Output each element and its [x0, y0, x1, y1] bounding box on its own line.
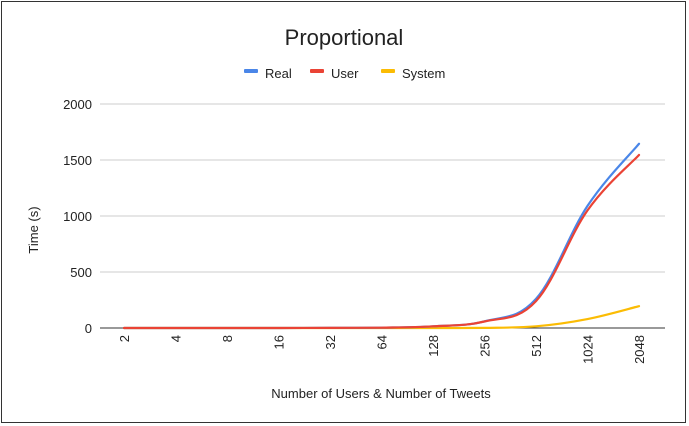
series-line-system [122, 305, 641, 330]
chart-title: Proportional [285, 25, 404, 50]
x-tick-label: 256 [478, 335, 493, 357]
x-axis-ticks: 2 4 8 16 32 64 128 256 512 1024 2048 [117, 335, 647, 364]
y-axis-ticks: 0 500 1000 1500 2000 [63, 97, 92, 336]
x-axis-label: Number of Users & Number of Tweets [271, 386, 491, 401]
legend: Real User System [244, 66, 445, 81]
x-tick-label: 4 [169, 335, 184, 342]
legend-label-system: System [402, 66, 445, 81]
legend-label-real: Real [265, 66, 292, 81]
series-line-user [122, 153, 641, 330]
x-tick-label: 64 [375, 335, 390, 349]
y-tick-label: 1000 [63, 209, 92, 224]
legend-label-user: User [331, 66, 359, 81]
legend-swatch-user [310, 69, 324, 73]
x-tick-label: 2048 [632, 335, 647, 364]
x-tick-label: 2 [117, 335, 132, 342]
x-tick-label: 128 [426, 335, 441, 357]
series-line-real [122, 142, 641, 330]
y-tick-label: 1500 [63, 153, 92, 168]
y-axis-label: Time (s) [26, 206, 41, 253]
legend-swatch-real [244, 69, 258, 73]
x-tick-label: 32 [323, 335, 338, 349]
x-tick-label: 1024 [581, 335, 596, 364]
x-tick-label: 16 [272, 335, 287, 349]
x-tick-label: 8 [220, 335, 235, 342]
series-lines [122, 142, 641, 330]
y-tick-label: 2000 [63, 97, 92, 112]
x-tick-label: 512 [529, 335, 544, 357]
legend-swatch-system [381, 69, 395, 73]
y-tick-label: 500 [70, 265, 92, 280]
y-tick-label: 0 [85, 321, 92, 336]
